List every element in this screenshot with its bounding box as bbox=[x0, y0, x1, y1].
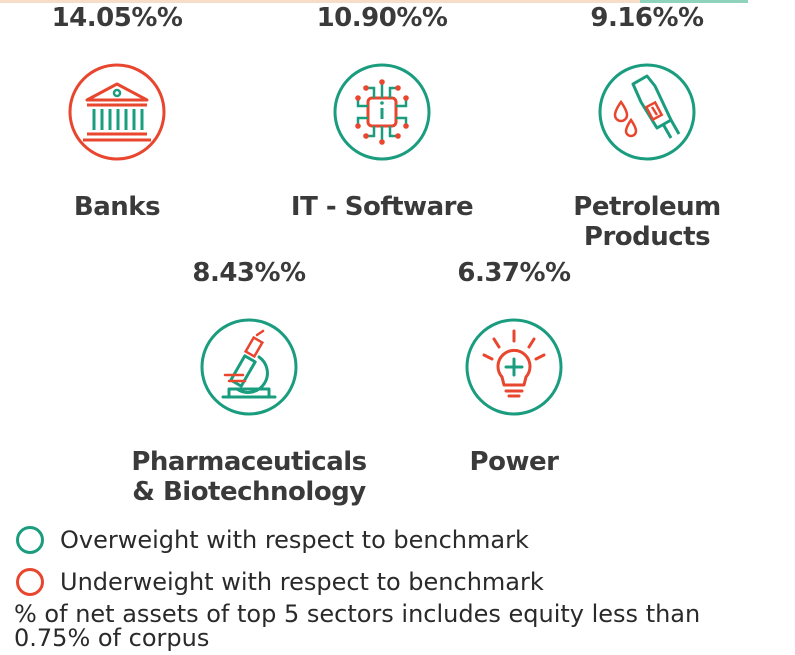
sector-power: 6.37%% Power bbox=[384, 255, 644, 477]
sector-petroleum-products: 9.16%% Petroleum Products bbox=[517, 0, 777, 252]
legend-underweight-label: Underweight with respect to benchmark bbox=[60, 568, 544, 596]
top-accent-bar bbox=[0, 0, 795, 3]
lightbulb-icon bbox=[464, 317, 564, 417]
sector-name-line1: Pharmaceuticals bbox=[131, 447, 367, 477]
sector-banks: 14.05%% Banks bbox=[0, 0, 247, 222]
sector-name: Petroleum Products bbox=[517, 192, 777, 252]
footnote-line2: 0.75% of corpus bbox=[14, 624, 210, 652]
sector-percent: 8.43%% bbox=[192, 258, 306, 288]
underweight-ring-icon bbox=[16, 568, 44, 596]
footnote: % of net assets of top 5 sectors include… bbox=[14, 602, 714, 650]
sector-name-line1: Petroleum bbox=[573, 192, 721, 222]
sector-name: IT - Software bbox=[290, 192, 474, 222]
sector-name: Banks bbox=[73, 192, 161, 222]
microscope-icon bbox=[199, 317, 299, 417]
sector-it-software: 10.90%% IT - Software bbox=[252, 0, 512, 222]
sector-percent: 10.90%% bbox=[316, 3, 448, 33]
bank-icon bbox=[67, 62, 167, 162]
sector-name-line2: & Biotechnology bbox=[132, 477, 366, 507]
top-accent-mint bbox=[640, 0, 748, 3]
sector-pharmaceuticals-biotechnology: 8.43%% Pharmaceuticals & Biotechnology bbox=[119, 255, 379, 507]
chip-icon bbox=[332, 62, 432, 162]
overweight-ring-icon bbox=[16, 526, 44, 554]
footnote-line1: % of net assets of top 5 sectors include… bbox=[14, 600, 701, 628]
sector-percent: 6.37%% bbox=[457, 258, 571, 288]
sector-name: Power bbox=[469, 447, 559, 477]
sector-name-line2: Products bbox=[583, 222, 711, 252]
legend-overweight-label: Overweight with respect to benchmark bbox=[60, 526, 529, 554]
sector-percent: 14.05%% bbox=[51, 3, 183, 33]
sector-percent: 9.16%% bbox=[590, 3, 704, 33]
top-accent-peach bbox=[0, 0, 640, 3]
fuel-nozzle-icon bbox=[597, 62, 697, 162]
sector-name: Pharmaceuticals & Biotechnology bbox=[119, 447, 379, 507]
